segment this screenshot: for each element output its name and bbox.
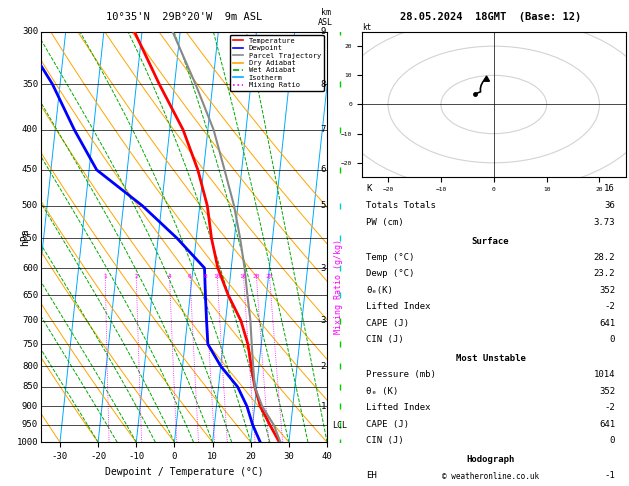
Text: -1: -1 [604, 471, 615, 481]
Text: 16: 16 [604, 184, 615, 193]
Text: kt: kt [362, 22, 371, 32]
Text: 1000: 1000 [16, 438, 38, 447]
Text: CIN (J): CIN (J) [366, 436, 404, 445]
Text: hPa: hPa [20, 228, 30, 246]
Text: 352: 352 [599, 286, 615, 295]
Text: 0: 0 [610, 436, 615, 445]
Text: PW (cm): PW (cm) [366, 218, 404, 227]
Text: 700: 700 [22, 316, 38, 325]
Text: Totals Totals: Totals Totals [366, 201, 436, 210]
Text: 3: 3 [320, 263, 326, 273]
Text: 0: 0 [610, 335, 615, 344]
Text: 350: 350 [22, 80, 38, 88]
Text: 1: 1 [103, 274, 107, 278]
Text: -2: -2 [604, 403, 615, 412]
Text: K: K [366, 184, 372, 193]
Text: 641: 641 [599, 319, 615, 328]
Legend: Temperature, Dewpoint, Parcel Trajectory, Dry Adiabat, Wet Adiabat, Isotherm, Mi: Temperature, Dewpoint, Parcel Trajectory… [230, 35, 323, 91]
Text: 7: 7 [320, 125, 326, 134]
Text: 5: 5 [320, 201, 326, 210]
Text: CAPE (J): CAPE (J) [366, 420, 409, 429]
Text: 800: 800 [22, 362, 38, 371]
Text: 750: 750 [22, 340, 38, 348]
Text: 550: 550 [22, 234, 38, 243]
Text: 450: 450 [22, 165, 38, 174]
Text: 10: 10 [213, 274, 221, 278]
Text: 28.2: 28.2 [594, 253, 615, 262]
Text: km
ASL: km ASL [318, 8, 333, 28]
Text: 950: 950 [22, 420, 38, 429]
Text: 2: 2 [320, 362, 326, 371]
X-axis label: Dewpoint / Temperature (°C): Dewpoint / Temperature (°C) [104, 467, 264, 477]
Text: EH: EH [366, 471, 377, 481]
Text: -2: -2 [604, 302, 615, 312]
Text: θₑ(K): θₑ(K) [366, 286, 393, 295]
Text: 352: 352 [599, 387, 615, 396]
Text: 8: 8 [320, 80, 326, 88]
Text: © weatheronline.co.uk: © weatheronline.co.uk [442, 472, 539, 481]
Text: 16: 16 [240, 274, 247, 278]
Text: θₑ (K): θₑ (K) [366, 387, 398, 396]
Text: 2: 2 [134, 274, 138, 278]
Text: 23.2: 23.2 [594, 269, 615, 278]
Text: Pressure (mb): Pressure (mb) [366, 370, 436, 379]
Text: 3.73: 3.73 [594, 218, 615, 227]
Text: Hodograph: Hodograph [467, 455, 515, 464]
Text: Temp (°C): Temp (°C) [366, 253, 415, 262]
Text: 1: 1 [320, 402, 326, 411]
Text: Surface: Surface [472, 237, 509, 245]
Text: Mixing Ratio (g/kg): Mixing Ratio (g/kg) [334, 239, 343, 334]
Text: 3: 3 [320, 316, 326, 325]
Text: 6: 6 [188, 274, 192, 278]
Text: LCL: LCL [332, 421, 347, 430]
Text: 36: 36 [604, 201, 615, 210]
Text: 1014: 1014 [594, 370, 615, 379]
Text: 28.05.2024  18GMT  (Base: 12): 28.05.2024 18GMT (Base: 12) [400, 12, 581, 22]
Text: 900: 900 [22, 402, 38, 411]
Text: 641: 641 [599, 420, 615, 429]
Text: 10°35'N  29B°20'W  9m ASL: 10°35'N 29B°20'W 9m ASL [106, 12, 262, 22]
Text: 20: 20 [252, 274, 260, 278]
Text: Most Unstable: Most Unstable [455, 354, 526, 363]
Text: 8: 8 [203, 274, 207, 278]
Text: 600: 600 [22, 263, 38, 273]
Text: CIN (J): CIN (J) [366, 335, 404, 344]
Text: 300: 300 [22, 27, 38, 36]
Text: 500: 500 [22, 201, 38, 210]
Text: 400: 400 [22, 125, 38, 134]
Text: Dewp (°C): Dewp (°C) [366, 269, 415, 278]
Text: CAPE (J): CAPE (J) [366, 319, 409, 328]
Text: 6: 6 [320, 165, 326, 174]
Text: 650: 650 [22, 291, 38, 300]
Text: 4: 4 [167, 274, 171, 278]
Text: 25: 25 [265, 274, 273, 278]
Text: 850: 850 [22, 382, 38, 391]
Text: Lifted Index: Lifted Index [366, 302, 431, 312]
Text: 9: 9 [320, 27, 326, 36]
Text: Lifted Index: Lifted Index [366, 403, 431, 412]
